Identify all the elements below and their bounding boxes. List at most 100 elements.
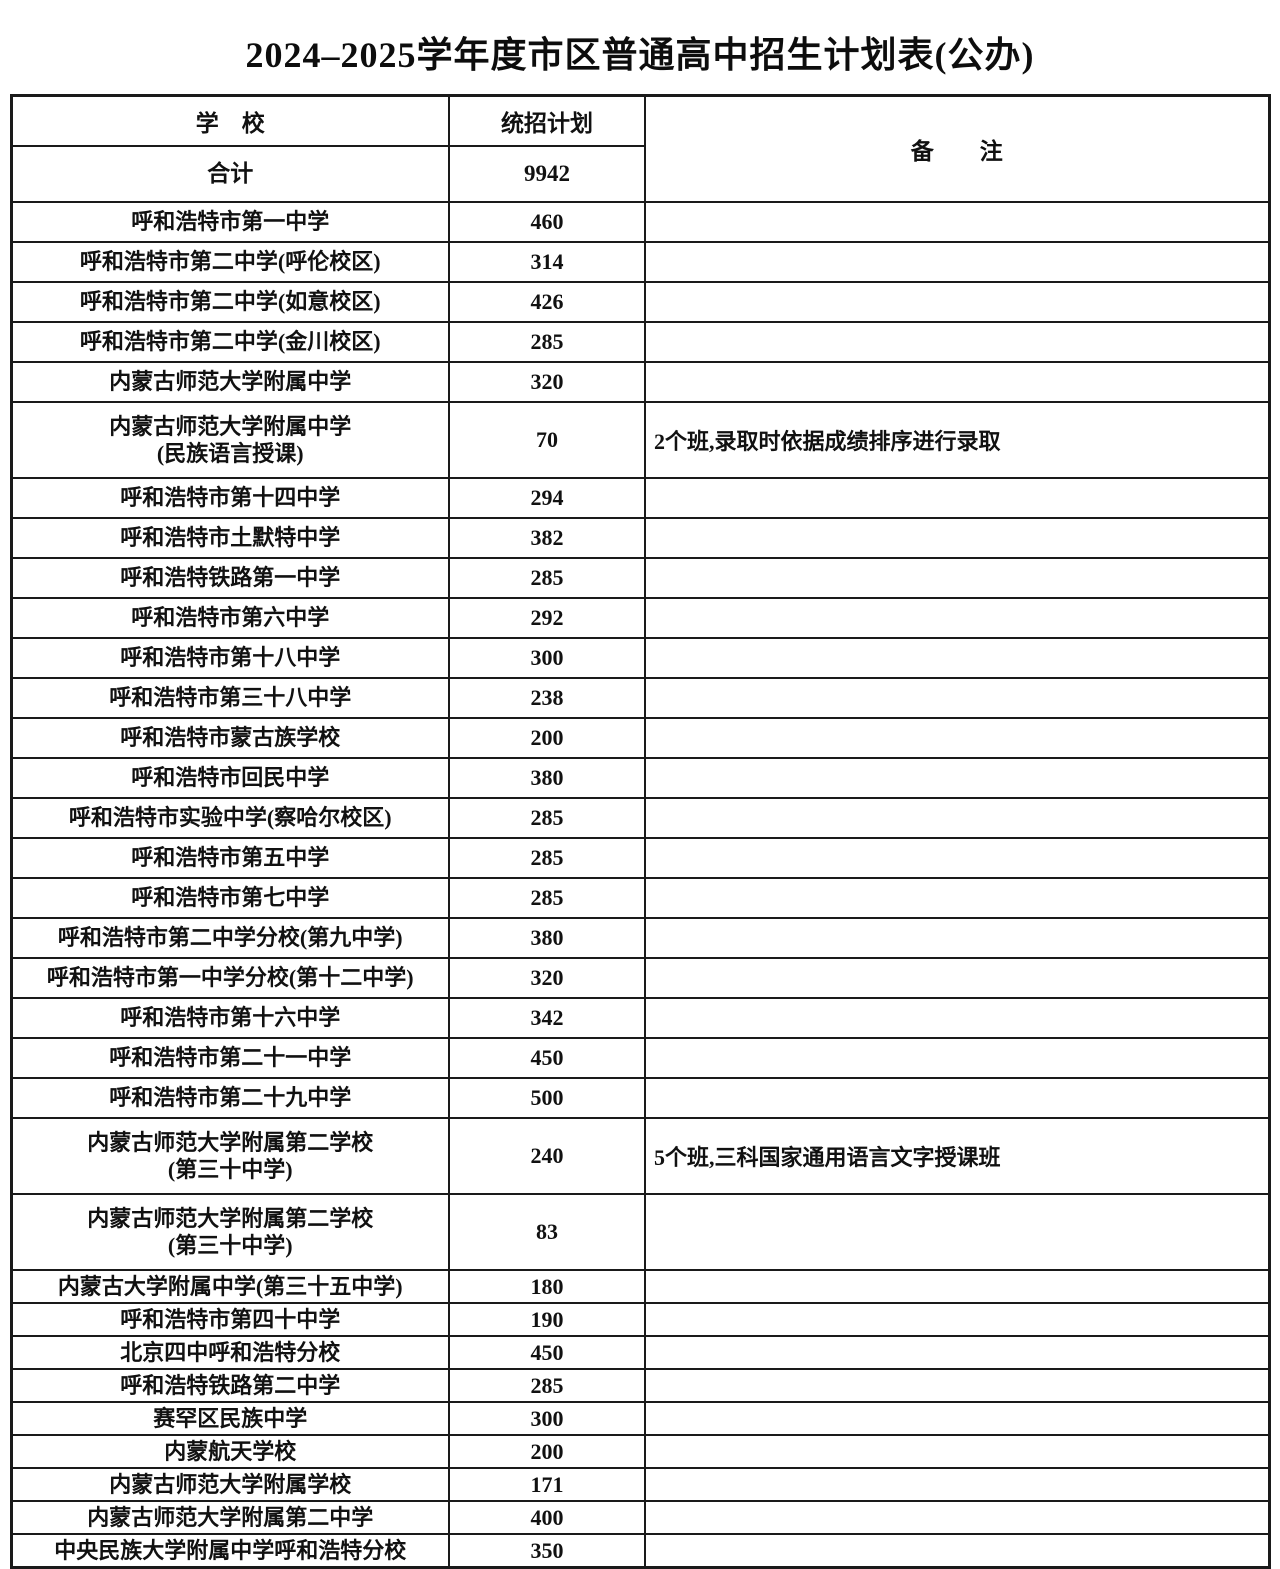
table-row: 呼和浩特市第一中学分校(第十二中学) 320: [10, 957, 1270, 999]
table-row: 赛罕区民族中学 300: [10, 1401, 1270, 1436]
plan-cell: 292: [448, 597, 646, 639]
table-row: 呼和浩特市回民中学 380: [10, 757, 1270, 799]
plan-cell: 70: [448, 401, 646, 479]
table-row: 北京四中呼和浩特分校 450: [10, 1335, 1270, 1370]
plan-cell: 320: [448, 957, 646, 999]
plan-cell: 460: [448, 201, 646, 243]
table-header: 学 校 统招计划 备 注 合计 9942: [10, 94, 1270, 203]
remark-cell: [644, 1037, 1270, 1079]
total-label: 合计: [10, 145, 450, 203]
table-row: 呼和浩特市第二中学分校(第九中学) 380: [10, 917, 1270, 959]
table-row: 呼和浩特市第二中学(呼伦校区) 314: [10, 241, 1270, 283]
remark-cell: [644, 717, 1270, 759]
school-cell: 呼和浩特市第七中学: [10, 877, 450, 919]
remark-cell: [644, 837, 1270, 879]
school-cell: 呼和浩特市第二十九中学: [10, 1077, 450, 1119]
table-row: 呼和浩特市第三十八中学 238: [10, 677, 1270, 719]
remark-cell: [644, 877, 1270, 919]
plan-column-header: 统招计划: [448, 94, 646, 147]
remark-cell: [644, 757, 1270, 799]
plan-cell: 380: [448, 917, 646, 959]
school-cell: 内蒙航天学校: [10, 1434, 450, 1469]
plan-cell: 180: [448, 1269, 646, 1304]
table-row: 呼和浩特市第二中学(金川校区) 285: [10, 321, 1270, 363]
plan-cell: 240: [448, 1117, 646, 1195]
remark-cell: [644, 1533, 1270, 1569]
table-row: 内蒙古师范大学附属中学 320: [10, 361, 1270, 403]
school-cell: 呼和浩特市第十四中学: [10, 477, 450, 519]
school-cell: 呼和浩特市第二十一中学: [10, 1037, 450, 1079]
remark-cell: [644, 361, 1270, 403]
remark-cell: [644, 1467, 1270, 1502]
plan-cell: 320: [448, 361, 646, 403]
school-cell: 呼和浩特市第二中学(金川校区): [10, 321, 450, 363]
school-cell: 北京四中呼和浩特分校: [10, 1335, 450, 1370]
school-cell: 赛罕区民族中学: [10, 1401, 450, 1436]
plan-cell: 83: [448, 1193, 646, 1271]
table-row: 内蒙古师范大学附属第二学校 (第三十中学) 83: [10, 1193, 1270, 1271]
table-row: 内蒙古师范大学附属第二学校 (第三十中学) 240 5个班,三科国家通用语言文字授课…: [10, 1117, 1270, 1195]
remark-cell: [644, 597, 1270, 639]
school-cell: 中央民族大学附属中学呼和浩特分校: [10, 1533, 450, 1569]
remark-cell: [644, 1335, 1270, 1370]
total-value: 9942: [448, 145, 646, 203]
plan-cell: 350: [448, 1533, 646, 1569]
school-cell: 呼和浩特市第十八中学: [10, 637, 450, 679]
school-cell: 内蒙古大学附属中学(第三十五中学): [10, 1269, 450, 1304]
plan-cell: 342: [448, 997, 646, 1039]
table-row: 呼和浩特市土默特中学 382: [10, 517, 1270, 559]
table-row: 呼和浩特市第二十一中学 450: [10, 1037, 1270, 1079]
plan-cell: 450: [448, 1335, 646, 1370]
school-cell: 内蒙古师范大学附属第二学校 (第三十中学): [10, 1117, 450, 1195]
remark-cell: [644, 241, 1270, 283]
school-cell: 呼和浩特市第二中学(如意校区): [10, 281, 450, 323]
school-cell: 内蒙古师范大学附属第二中学: [10, 1500, 450, 1535]
remark-cell: [644, 321, 1270, 363]
plan-cell: 285: [448, 797, 646, 839]
remark-cell: [644, 201, 1270, 243]
table-row: 呼和浩特市第六中学 292: [10, 597, 1270, 639]
plan-cell: 294: [448, 477, 646, 519]
plan-cell: 200: [448, 717, 646, 759]
school-cell: 呼和浩特铁路第二中学: [10, 1368, 450, 1403]
plan-cell: 285: [448, 321, 646, 363]
remark-cell: 5个班,三科国家通用语言文字授课班: [644, 1117, 1270, 1195]
remark-cell: [644, 1077, 1270, 1119]
school-cell: 呼和浩特市第三十八中学: [10, 677, 450, 719]
remark-cell: [644, 1193, 1270, 1271]
plan-cell: 190: [448, 1302, 646, 1337]
school-cell: 呼和浩特市实验中学(察哈尔校区): [10, 797, 450, 839]
school-cell: 呼和浩特市第一中学分校(第十二中学): [10, 957, 450, 999]
school-cell: 呼和浩特市第五中学: [10, 837, 450, 879]
school-cell: 呼和浩特铁路第一中学: [10, 557, 450, 599]
remark-cell: [644, 1302, 1270, 1337]
remark-cell: [644, 1368, 1270, 1403]
plan-cell: 400: [448, 1500, 646, 1535]
remark-cell: [644, 1434, 1270, 1469]
remark-cell: [644, 957, 1270, 999]
table-row: 呼和浩特市第二中学(如意校区) 426: [10, 281, 1270, 323]
plan-cell: 382: [448, 517, 646, 559]
remark-cell: [644, 997, 1270, 1039]
plan-cell: 285: [448, 877, 646, 919]
table-row: 呼和浩特市第一中学 460: [10, 201, 1270, 243]
table-row: 呼和浩特市第十八中学 300: [10, 637, 1270, 679]
school-cell: 呼和浩特市第六中学: [10, 597, 450, 639]
remark-cell: [644, 1500, 1270, 1535]
school-cell: 呼和浩特市蒙古族学校: [10, 717, 450, 759]
remark-cell: [644, 677, 1270, 719]
header-row: 学 校 统招计划 备 注: [10, 94, 1270, 203]
table-row: 内蒙古师范大学附属第二中学 400: [10, 1500, 1270, 1535]
remark-cell: [644, 557, 1270, 599]
plan-cell: 171: [448, 1467, 646, 1502]
remark-cell: [644, 477, 1270, 519]
remark-cell: [644, 1269, 1270, 1304]
table-row: 呼和浩特市第五中学 285: [10, 837, 1270, 879]
table-row: 呼和浩特市第七中学 285: [10, 877, 1270, 919]
school-cell: 呼和浩特市第一中学: [10, 201, 450, 243]
enrollment-plan-table: 学 校 统招计划 备 注 合计 9942 呼和浩特市第一中学 460 呼和浩特市第二…: [9, 94, 1271, 1569]
table-row: 中央民族大学附属中学呼和浩特分校 350: [10, 1533, 1270, 1569]
school-cell: 内蒙古师范大学附属中学: [10, 361, 450, 403]
remark-cell: [644, 797, 1270, 839]
school-cell: 呼和浩特市回民中学: [10, 757, 450, 799]
